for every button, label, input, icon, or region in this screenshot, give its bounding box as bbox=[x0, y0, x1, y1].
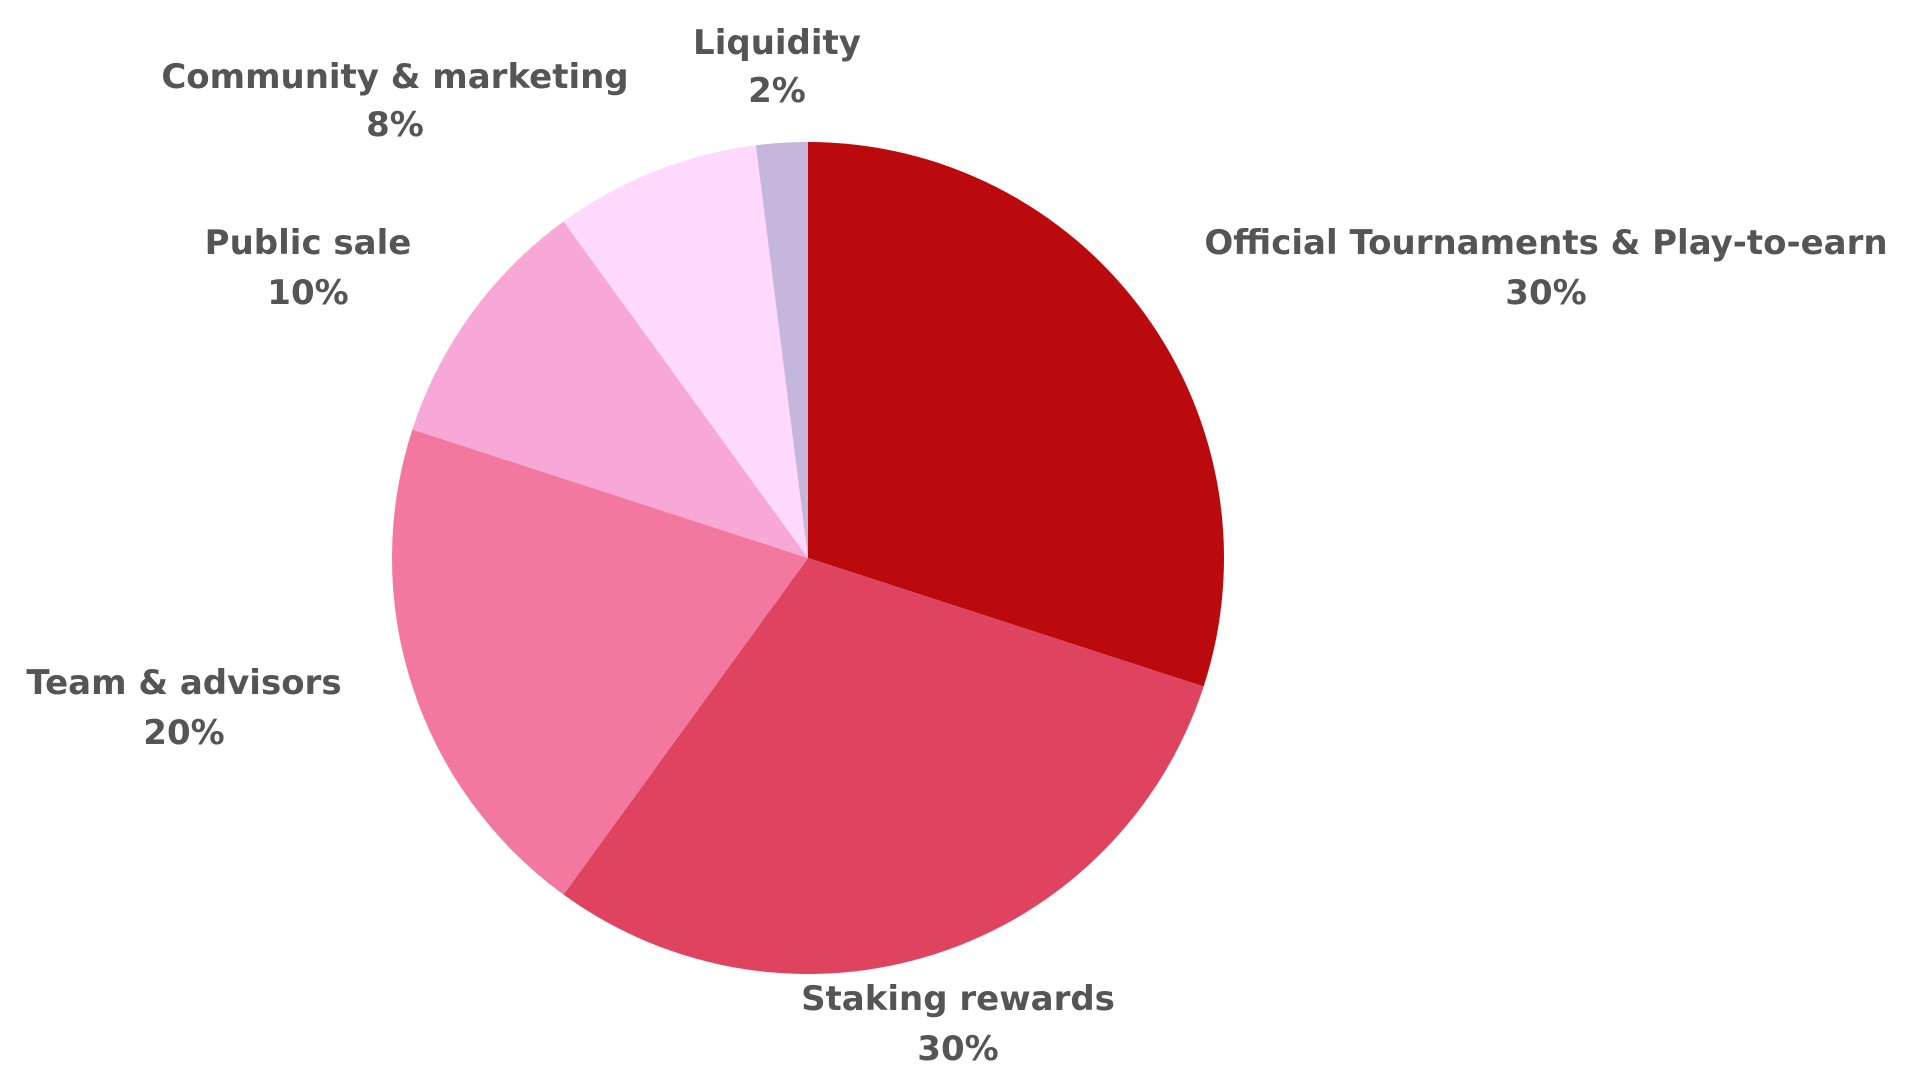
slice-value-label: 30% bbox=[917, 1029, 998, 1069]
slice-value-label: 2% bbox=[748, 71, 806, 111]
pie-slice bbox=[563, 145, 808, 558]
slice-label: Staking rewards bbox=[801, 979, 1115, 1019]
pie-labels: Official Tournaments & Play-to-earn 30% St… bbox=[26, 23, 1887, 1069]
pie-slice bbox=[808, 142, 1225, 687]
pie-slices bbox=[391, 142, 1225, 975]
slice-label: Community & marketing bbox=[161, 57, 628, 97]
slice-label: Official Tournaments & Play-to-earn bbox=[1204, 223, 1887, 263]
pie-slice bbox=[563, 558, 1204, 975]
slice-value-label: 10% bbox=[267, 273, 348, 313]
slice-label: Team & advisors bbox=[26, 663, 341, 703]
slice-value-label: 30% bbox=[1505, 273, 1586, 313]
slice-value-label: 20% bbox=[143, 713, 224, 753]
pie-slice bbox=[412, 221, 808, 558]
pie-slice bbox=[755, 142, 808, 558]
pie-slice bbox=[391, 429, 808, 895]
slice-value-label: 8% bbox=[366, 105, 424, 145]
slice-label: Liquidity bbox=[693, 23, 861, 63]
slice-label: Public sale bbox=[205, 223, 412, 263]
